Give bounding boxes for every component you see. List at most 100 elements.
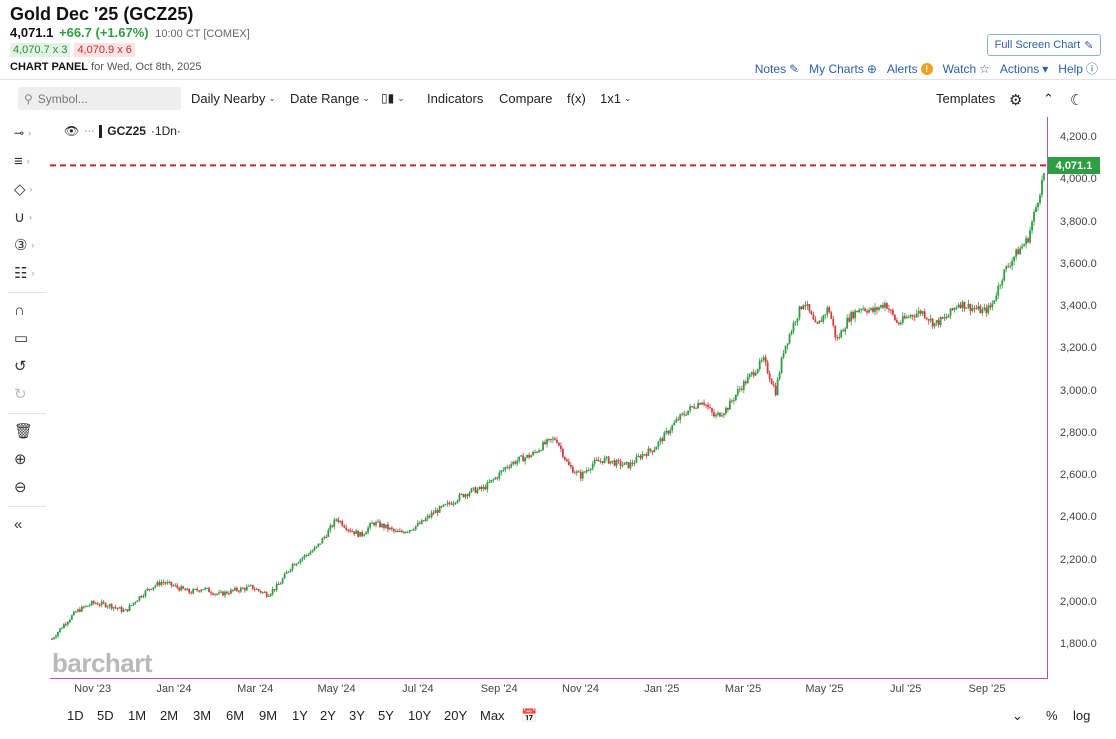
candle-body [430, 512, 433, 517]
range-9m[interactable]: 9M [259, 708, 278, 723]
candle-body [784, 345, 787, 354]
zoom-out-button[interactable]: ⊖ [14, 476, 44, 498]
full-screen-chart-button[interactable]: Full Screen Chart ✎ [987, 34, 1101, 56]
candle-body [204, 587, 206, 590]
y-tick-label: 2,600.0 [1060, 469, 1097, 482]
help-link[interactable]: Help ⓘ [1058, 60, 1098, 77]
magnet-button[interactable]: ∩ [14, 299, 44, 321]
calendar-icon[interactable]: 📅 [521, 708, 538, 723]
notes-link[interactable]: Notes ✎ [755, 62, 799, 76]
fib-tool[interactable]: ≡ › [14, 150, 44, 172]
range-5y[interactable]: 5Y [378, 708, 394, 723]
candle-body [410, 529, 413, 531]
eye-icon[interactable]: 👁 [64, 124, 80, 138]
candle-body [279, 583, 282, 585]
help-icon: ⓘ [1085, 62, 1098, 76]
date-range-dropdown[interactable]: Date Range ⌄ [290, 91, 370, 106]
symbol-search[interactable]: ⚲ [18, 87, 181, 110]
percent-toggle[interactable]: % [1046, 708, 1058, 723]
range-6m[interactable]: 6M [226, 708, 245, 723]
candle-body [589, 468, 592, 471]
legend-symbol: GCZ25 [107, 124, 146, 138]
candle-body [297, 562, 300, 564]
collapse-button[interactable]: ⌃ [1043, 91, 1054, 107]
candle-body [331, 525, 334, 527]
candle-body [862, 308, 864, 310]
candle-body [663, 432, 666, 442]
symbol-input[interactable] [37, 91, 168, 106]
candle-body [337, 519, 340, 522]
chart-type-dropdown[interactable]: ▯▮ ⌄ [381, 91, 405, 105]
candle-body [647, 448, 650, 456]
range-2y[interactable]: 2Y [320, 708, 336, 723]
candle-body [261, 591, 264, 593]
daily-nearby-dropdown[interactable]: Daily Nearby ⌄ [191, 91, 276, 106]
function-button[interactable]: f(x) [567, 91, 586, 106]
undo-button[interactable]: ↺ [14, 355, 44, 377]
shape-tool[interactable]: ◇ › [14, 178, 44, 200]
candle-body [249, 585, 252, 587]
range-3m[interactable]: 3M [193, 708, 212, 723]
layout-dropdown[interactable]: 1x1 ⌄ [600, 91, 632, 106]
candle-body [540, 450, 542, 452]
delete-button[interactable]: 🗑 [14, 420, 44, 442]
zoom-in-button[interactable]: ⊕ [14, 448, 44, 470]
range-max[interactable]: Max [480, 708, 505, 723]
actions-menu[interactable]: Actions ▾ [1000, 62, 1048, 76]
tool-divider [8, 413, 46, 414]
measure-tool[interactable]: ☷ › [14, 262, 44, 284]
candle-body [890, 309, 892, 311]
candle-body [973, 307, 976, 309]
range-2m[interactable]: 2M [160, 708, 179, 723]
candle-body [444, 504, 447, 506]
candle-body [886, 303, 888, 309]
compare-button[interactable]: Compare [499, 91, 552, 106]
candle-body [778, 372, 781, 380]
my-charts-link[interactable]: My Charts ⊕ [809, 62, 877, 76]
price-chart[interactable] [50, 117, 1050, 679]
indicators-button[interactable]: Indicators [427, 91, 483, 106]
settings-button[interactable]: ⚙ [1009, 91, 1022, 109]
lock-button[interactable]: ▭ [14, 327, 44, 349]
daily-nearby-label: Daily Nearby [191, 91, 266, 106]
legend-interval: ·1Dn· [150, 124, 181, 138]
x-tick-label: Nov '24 [562, 683, 599, 695]
candle-body [1041, 179, 1043, 196]
candle-body [806, 304, 809, 306]
candle-body [943, 317, 946, 319]
range-3y[interactable]: 3Y [349, 708, 365, 723]
time-axis[interactable]: Nov '23 Jan '24 Mar '24 May '24 Jul '24 Sep '… [50, 680, 1048, 700]
candle-body [424, 518, 427, 522]
range-1m[interactable]: 1M [128, 708, 147, 723]
candle-body [363, 534, 366, 536]
candle-body [220, 591, 222, 593]
range-10y[interactable]: 10Y [408, 708, 432, 723]
log-toggle[interactable]: log [1073, 708, 1091, 723]
price-axis[interactable]: 1,800.0 2,000.0 2,200.0 2,400.0 2,600.0 2,800… [1048, 117, 1116, 679]
line-tool[interactable]: ⊸ › [14, 122, 44, 144]
watch-link[interactable]: Watch ☆ [943, 62, 990, 76]
candle-body [794, 322, 797, 324]
range-20y[interactable]: 20Y [444, 708, 468, 723]
range-1y[interactable]: 1Y [292, 708, 308, 723]
double-chevron-down-icon[interactable]: ⌄ [1012, 708, 1023, 723]
dark-mode-toggle[interactable]: ☾ [1070, 91, 1083, 109]
range-1d[interactable]: 1D [67, 708, 84, 723]
templates-button[interactable]: Templates [936, 91, 995, 106]
candle-body [496, 477, 499, 479]
candle-body [283, 573, 286, 579]
more-icon[interactable]: ⋯ [84, 125, 95, 137]
candle-body [822, 315, 825, 322]
candle-body [1017, 249, 1020, 255]
candle-body [395, 530, 397, 532]
chevron-right-icon: › [31, 240, 35, 250]
collapse-tools-button[interactable]: « [14, 513, 44, 535]
candle-body [198, 590, 201, 592]
candle-body [243, 588, 246, 591]
annotation-tool[interactable]: ③ › [14, 234, 44, 256]
redo-button[interactable]: ↻ [14, 383, 44, 405]
brush-tool[interactable]: ∪ › [14, 206, 44, 228]
alerts-link[interactable]: Alerts ! [887, 62, 933, 76]
range-5d[interactable]: 5D [97, 708, 114, 723]
candle-body [854, 310, 857, 319]
